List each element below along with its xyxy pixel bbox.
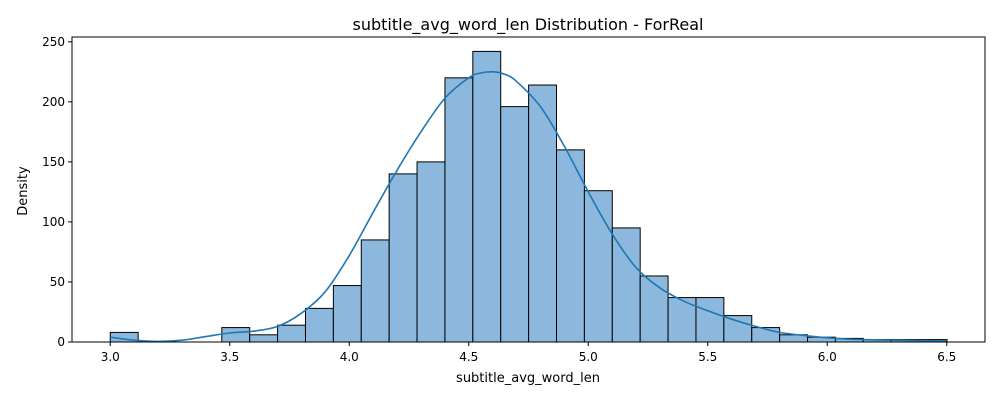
histogram-bar bbox=[249, 334, 279, 343]
y-ticks: 0 50 100 150 200 250 bbox=[42, 35, 72, 349]
histogram-bar bbox=[723, 315, 753, 343]
y-tick-label: 250 bbox=[42, 35, 65, 49]
y-tick-label: 0 bbox=[57, 335, 65, 349]
histogram-bar bbox=[388, 173, 418, 343]
y-tick-label: 50 bbox=[50, 275, 65, 289]
histogram-bar bbox=[444, 77, 474, 343]
bars-layer bbox=[109, 50, 948, 343]
histogram-bar bbox=[332, 285, 362, 343]
y-tick-label: 100 bbox=[42, 215, 65, 229]
x-tick-label: 5.0 bbox=[579, 350, 598, 364]
histogram-bar bbox=[360, 239, 390, 343]
x-tick-label: 6.0 bbox=[818, 350, 837, 364]
chart-title: subtitle_avg_word_len Distribution - For… bbox=[353, 15, 704, 35]
y-tick-label: 150 bbox=[42, 155, 65, 169]
x-tick-label: 3.5 bbox=[220, 350, 239, 364]
histogram-bar bbox=[221, 327, 251, 343]
histogram-bar bbox=[304, 307, 334, 343]
histogram-bar bbox=[277, 324, 306, 343]
x-tick-label: 3.0 bbox=[101, 350, 120, 364]
x-tick-label: 5.5 bbox=[698, 350, 717, 364]
x-tick-label: 4.5 bbox=[459, 350, 478, 364]
x-tick-label: 4.0 bbox=[340, 350, 359, 364]
histogram-bar bbox=[583, 190, 613, 343]
y-axis-label: Density bbox=[16, 166, 31, 216]
histogram-bar bbox=[556, 149, 585, 343]
histogram-bar bbox=[639, 275, 669, 343]
kde-layer bbox=[110, 70, 947, 343]
histogram-bar bbox=[611, 227, 641, 343]
histogram-bar bbox=[528, 84, 558, 343]
histogram-bar bbox=[472, 50, 502, 343]
kde-line bbox=[110, 70, 947, 343]
y-tick-label: 200 bbox=[42, 95, 65, 109]
plot-area-frame bbox=[71, 36, 986, 343]
x-axis-label: subtitle_avg_word_len bbox=[456, 371, 600, 386]
x-tick-label: 6.5 bbox=[937, 350, 956, 364]
x-ticks: 3.0 3.5 4.0 4.5 5.0 5.5 6.0 6.5 bbox=[101, 342, 956, 364]
histogram-bar bbox=[500, 106, 530, 343]
histogram-bar bbox=[695, 297, 725, 343]
histogram-bar bbox=[416, 161, 446, 343]
